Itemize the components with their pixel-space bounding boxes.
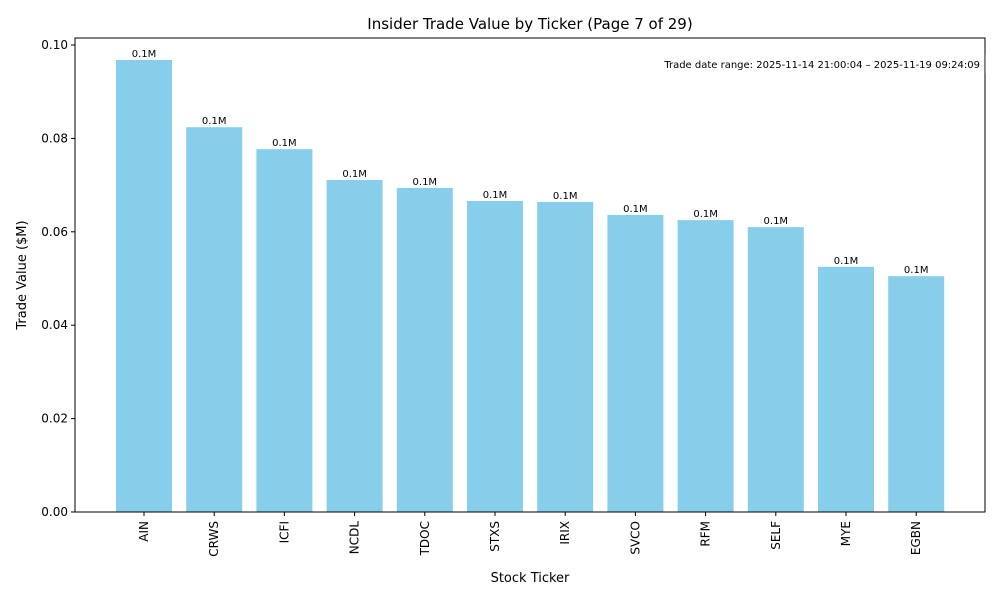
- x-tick-label: NCDL: [348, 521, 362, 555]
- x-tick-label: AIN: [137, 521, 151, 542]
- y-tick-label: 0.08: [41, 131, 68, 145]
- bar-ain: [116, 59, 172, 513]
- data-label: 0.1M: [904, 265, 929, 276]
- bar-ncdl: [326, 179, 383, 513]
- data-label: 0.1M: [764, 216, 789, 227]
- x-tick-label: STXS: [488, 521, 502, 552]
- y-tick-label: 0.10: [41, 38, 68, 52]
- bar-crws: [186, 127, 243, 513]
- x-tick-label: RFM: [699, 521, 713, 547]
- data-label: 0.1M: [202, 116, 227, 127]
- data-label: 0.1M: [342, 169, 367, 180]
- data-label: 0.1M: [483, 190, 508, 201]
- bar-irix: [537, 201, 594, 512]
- annotation-text: Trade date range: 2025-11-14 21:00:04 – …: [663, 60, 980, 71]
- y-tick-label: 0.04: [41, 318, 68, 332]
- data-label: 0.1M: [553, 191, 578, 202]
- x-tick-label: TDOC: [418, 521, 432, 556]
- x-tick-label: SVCO: [628, 521, 642, 555]
- x-tick-label: CRWS: [207, 521, 221, 557]
- data-label: 0.1M: [693, 209, 718, 220]
- bar-egbn: [888, 276, 945, 512]
- y-axis-label: Trade Value ($M): [15, 220, 30, 330]
- bar-self: [747, 227, 804, 513]
- x-tick-label: MYE: [839, 521, 853, 546]
- bar-tdoc: [396, 187, 453, 512]
- y-tick-label: 0.00: [41, 505, 68, 519]
- data-label: 0.1M: [132, 49, 157, 60]
- chart-title: Insider Trade Value by Ticker (Page 7 of…: [367, 15, 692, 33]
- data-label: 0.1M: [272, 138, 297, 149]
- x-axis-label: Stock Ticker: [491, 571, 570, 586]
- bar-icfi: [256, 149, 313, 512]
- bar-rfm: [677, 220, 734, 512]
- y-tick-label: 0.02: [41, 412, 68, 426]
- data-label: 0.1M: [623, 204, 648, 215]
- bar-stxs: [467, 200, 523, 513]
- x-tick-label: SELF: [769, 521, 783, 550]
- x-tick-label: EGBN: [909, 521, 923, 555]
- x-tick-label: ICFI: [277, 521, 291, 543]
- bar-mye: [818, 266, 874, 512]
- bar-svco: [607, 214, 664, 512]
- y-tick-label: 0.06: [41, 225, 68, 239]
- plot-frame: [74, 37, 986, 513]
- data-label: 0.1M: [834, 256, 859, 267]
- x-tick-label: IRIX: [558, 521, 572, 545]
- data-label: 0.1M: [413, 177, 438, 188]
